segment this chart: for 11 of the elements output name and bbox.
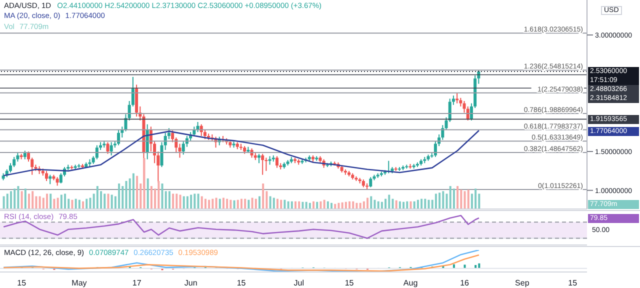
x-tick-label: Sep — [515, 278, 530, 288]
x-tick-label: Aug — [403, 278, 418, 288]
x-tick-label: 15 — [344, 278, 354, 288]
x-tick-label: 15 — [236, 278, 246, 288]
x-tick-label: Jun — [184, 278, 198, 288]
x-tick-label: 15 — [17, 278, 27, 288]
x-tick-label: May — [72, 278, 87, 288]
x-tick-label: 16 — [460, 278, 470, 288]
x-tick-label: Jul — [294, 278, 304, 288]
x-tick-label: 15 — [568, 278, 578, 288]
x-tick-label: 17 — [132, 278, 142, 288]
